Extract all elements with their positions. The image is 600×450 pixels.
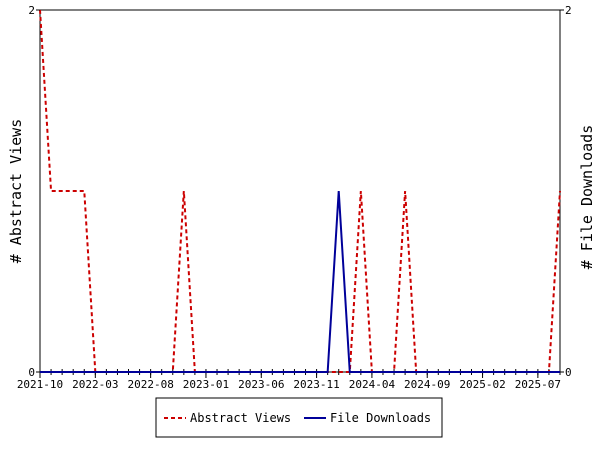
- legend-label-abstract-views: Abstract Views: [190, 411, 291, 425]
- y-right-tick-label: 0: [565, 366, 572, 379]
- y-axis-right-title: # File Downloads: [578, 125, 596, 270]
- y-left-tick-label: 0: [28, 366, 35, 379]
- plot-area-frame: [39, 9, 561, 373]
- x-tick-label: 2022-08: [127, 378, 173, 391]
- x-tick-label: 2021-10: [17, 378, 63, 391]
- x-tick-label: 2024-09: [404, 378, 450, 391]
- legend: Abstract Views File Downloads: [155, 397, 443, 438]
- x-tick-label: 2025-07: [515, 378, 561, 391]
- x-tick-label: 2024-04: [349, 378, 396, 391]
- x-tick-label: 2023-01: [183, 378, 229, 391]
- legend-box: [155, 397, 443, 438]
- y-axis-left-title: # Abstract Views: [7, 119, 25, 264]
- x-tick-label: 2023-11: [293, 378, 339, 391]
- y-right-tick-label: 2: [565, 4, 572, 17]
- legend-label-file-downloads: File Downloads: [330, 411, 431, 425]
- series-line-file-downloads: [40, 190, 560, 373]
- x-tick-label: 2025-02: [459, 378, 505, 391]
- y-left-tick-label: 2: [28, 4, 35, 17]
- series-line-abstract-views: [39, 9, 561, 373]
- x-tick-label: 2022-03: [72, 378, 118, 391]
- x-tick-label: 2023-06: [238, 378, 284, 391]
